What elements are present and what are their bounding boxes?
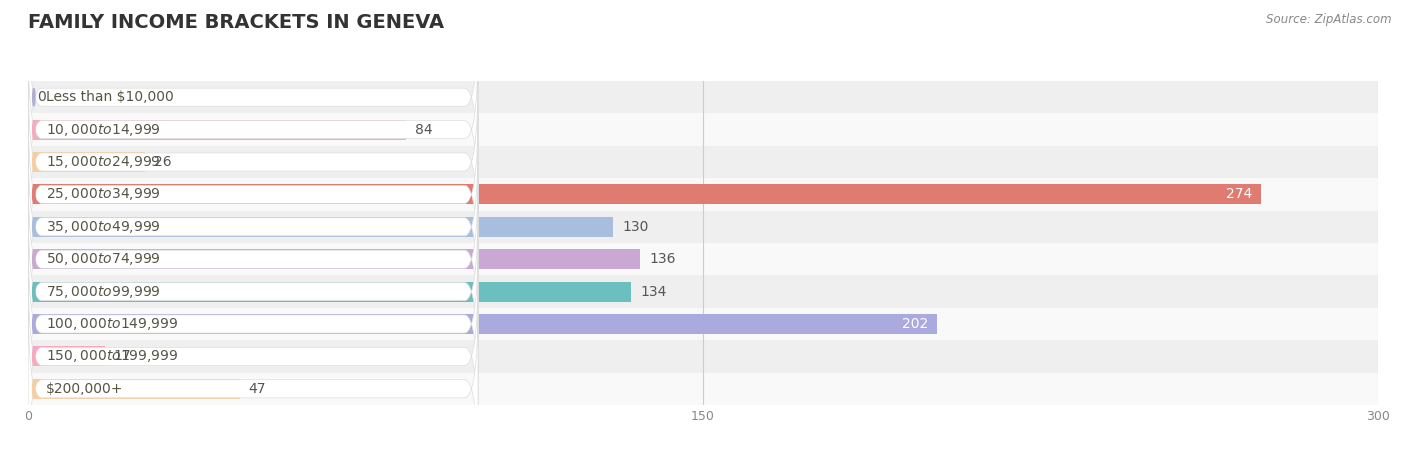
Bar <box>6 178 1406 211</box>
Bar <box>28 217 613 237</box>
Bar <box>6 81 1406 113</box>
Bar <box>6 113 1406 146</box>
Text: $10,000 to $14,999: $10,000 to $14,999 <box>46 122 162 138</box>
Circle shape <box>32 121 35 138</box>
FancyBboxPatch shape <box>28 74 478 250</box>
Bar <box>6 146 1406 178</box>
Bar <box>6 243 1406 275</box>
Text: $25,000 to $34,999: $25,000 to $34,999 <box>46 186 162 202</box>
FancyBboxPatch shape <box>28 139 478 315</box>
Bar <box>28 152 145 172</box>
FancyBboxPatch shape <box>28 301 478 450</box>
Bar <box>6 308 1406 340</box>
Text: $100,000 to $149,999: $100,000 to $149,999 <box>46 316 179 332</box>
FancyBboxPatch shape <box>28 9 478 185</box>
Text: 134: 134 <box>640 284 666 299</box>
FancyBboxPatch shape <box>28 203 478 380</box>
Text: 84: 84 <box>415 122 433 137</box>
Text: $200,000+: $200,000+ <box>46 382 124 396</box>
Bar <box>6 373 1406 405</box>
Text: $15,000 to $24,999: $15,000 to $24,999 <box>46 154 162 170</box>
Text: $75,000 to $99,999: $75,000 to $99,999 <box>46 284 162 300</box>
FancyBboxPatch shape <box>28 268 478 445</box>
FancyBboxPatch shape <box>28 106 478 283</box>
Text: Source: ZipAtlas.com: Source: ZipAtlas.com <box>1267 14 1392 27</box>
Circle shape <box>32 251 35 268</box>
Circle shape <box>32 218 35 235</box>
Circle shape <box>32 89 35 106</box>
Text: FAMILY INCOME BRACKETS IN GENEVA: FAMILY INCOME BRACKETS IN GENEVA <box>28 14 444 32</box>
Text: $50,000 to $74,999: $50,000 to $74,999 <box>46 251 162 267</box>
Circle shape <box>32 348 35 365</box>
Text: $150,000 to $199,999: $150,000 to $199,999 <box>46 348 179 364</box>
Bar <box>6 211 1406 243</box>
Circle shape <box>32 186 35 203</box>
Text: $35,000 to $49,999: $35,000 to $49,999 <box>46 219 162 235</box>
Text: Less than $10,000: Less than $10,000 <box>46 90 174 104</box>
Text: 0: 0 <box>37 90 46 104</box>
FancyBboxPatch shape <box>28 41 478 218</box>
FancyBboxPatch shape <box>28 171 478 347</box>
Circle shape <box>32 315 35 333</box>
Bar <box>28 184 1261 204</box>
Bar <box>28 249 640 269</box>
Text: 202: 202 <box>901 317 928 331</box>
Text: 130: 130 <box>621 220 648 234</box>
Text: 136: 136 <box>650 252 675 266</box>
Text: 47: 47 <box>249 382 266 396</box>
Circle shape <box>32 380 35 397</box>
Bar <box>28 314 936 334</box>
Bar <box>28 87 31 107</box>
Circle shape <box>32 283 35 300</box>
Bar <box>6 340 1406 373</box>
Bar <box>28 120 406 140</box>
Text: 274: 274 <box>1226 187 1251 202</box>
Text: 26: 26 <box>155 155 172 169</box>
FancyBboxPatch shape <box>28 236 478 412</box>
Circle shape <box>32 153 35 171</box>
Bar <box>28 346 104 366</box>
Bar <box>28 282 631 302</box>
Text: 17: 17 <box>114 349 131 364</box>
Bar <box>28 379 239 399</box>
Bar <box>6 275 1406 308</box>
